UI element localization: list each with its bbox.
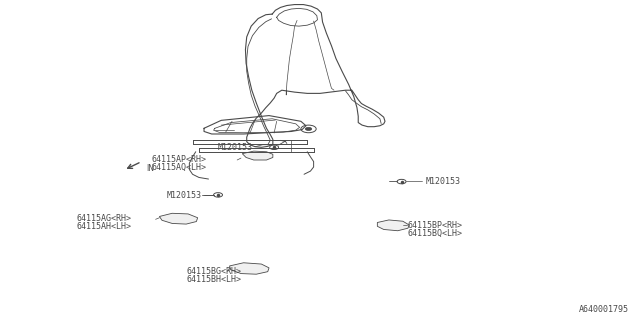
- Text: 64115AP<RH>: 64115AP<RH>: [151, 155, 206, 164]
- Text: 64115BQ<LH>: 64115BQ<LH>: [408, 228, 463, 237]
- Text: 64115BG<RH>: 64115BG<RH>: [186, 267, 241, 276]
- Text: M120153: M120153: [167, 191, 202, 200]
- Text: 64115BH<LH>: 64115BH<LH>: [186, 276, 241, 284]
- Text: M120153: M120153: [425, 177, 460, 186]
- Text: 64115AQ<LH>: 64115AQ<LH>: [151, 163, 206, 172]
- Polygon shape: [159, 213, 198, 224]
- Text: 64115BP<RH>: 64115BP<RH>: [408, 220, 463, 229]
- Polygon shape: [378, 220, 409, 231]
- Text: 64115AH<LH>: 64115AH<LH>: [77, 222, 132, 231]
- Polygon shape: [230, 263, 269, 274]
- Text: IN: IN: [147, 164, 155, 173]
- Polygon shape: [243, 151, 273, 160]
- Circle shape: [305, 127, 312, 131]
- Text: M120153: M120153: [218, 143, 253, 152]
- Text: 64115AG<RH>: 64115AG<RH>: [77, 214, 132, 223]
- Text: A640001795: A640001795: [579, 305, 629, 314]
